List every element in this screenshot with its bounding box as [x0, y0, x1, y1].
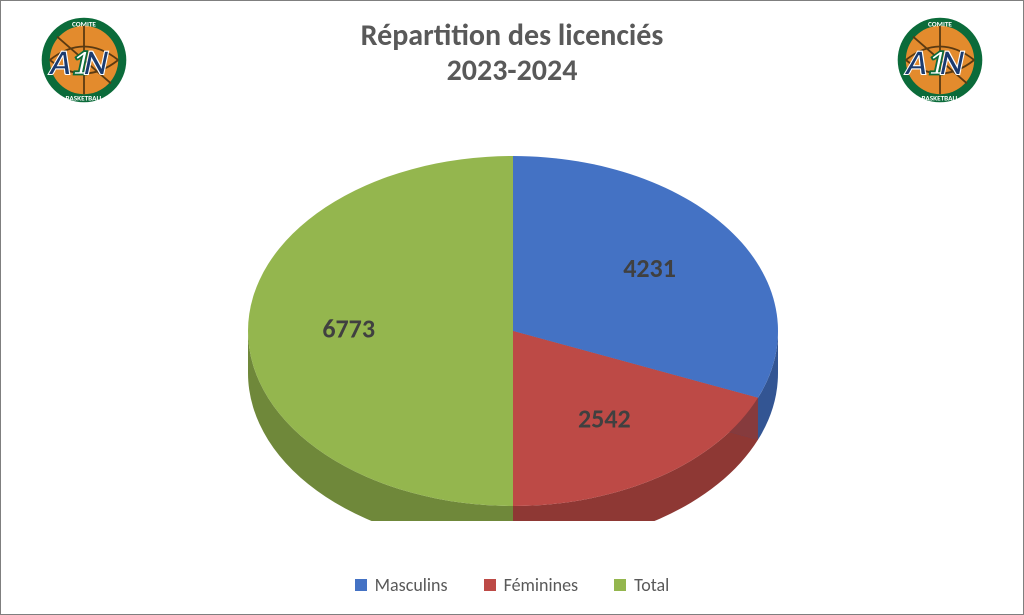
- chart-frame: Répartition des licenciés 2023-2024 COMI…: [0, 0, 1024, 615]
- legend-label-total: Total: [634, 574, 669, 596]
- pie-chart: 4231 2542 6773: [1, 1, 1024, 521]
- legend-label-masculins: Masculins: [375, 574, 448, 596]
- legend-item-total: Total: [614, 574, 669, 596]
- legend: Masculins Féminines Total: [1, 574, 1023, 596]
- legend-item-feminines: Féminines: [484, 574, 579, 596]
- legend-swatch-total: [614, 579, 626, 591]
- pie-label-feminines: 2542: [578, 402, 631, 434]
- pie-label-masculins: 4231: [623, 252, 676, 284]
- legend-swatch-masculins: [355, 579, 367, 591]
- legend-swatch-feminines: [484, 579, 496, 591]
- legend-label-feminines: Féminines: [504, 574, 579, 596]
- pie-label-total: 6773: [322, 312, 375, 344]
- legend-item-masculins: Masculins: [355, 574, 448, 596]
